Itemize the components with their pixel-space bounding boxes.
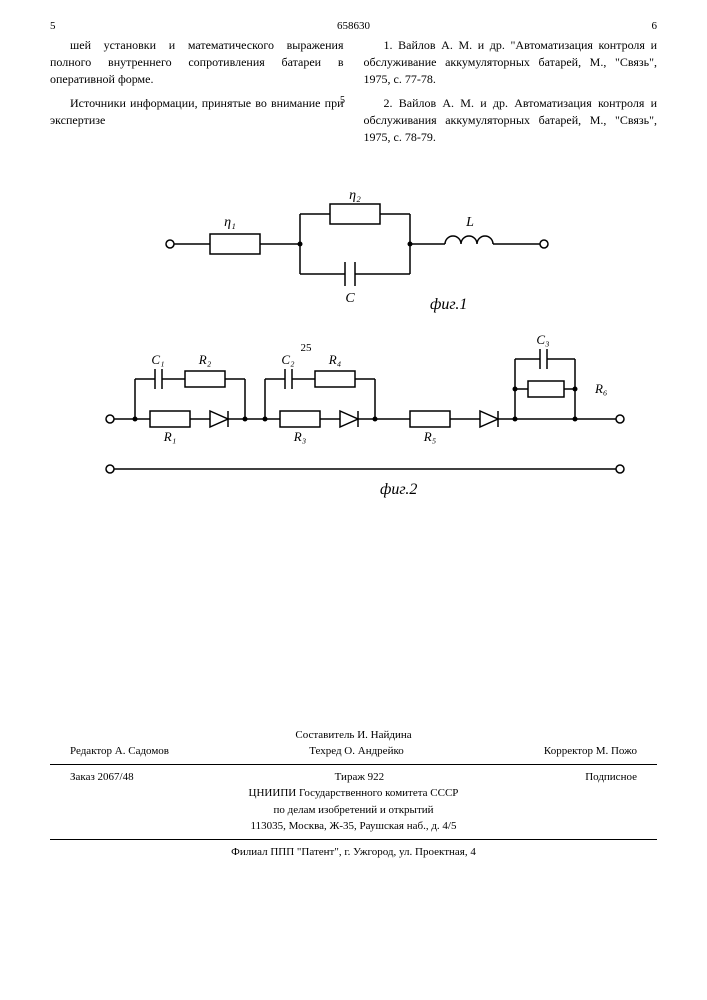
fig1-l-label: L	[465, 215, 474, 230]
footer-address1: 113035, Москва, Ж-35, Раушская наб., д. …	[50, 818, 657, 835]
page-num-right: 6	[652, 20, 658, 32]
page-num-left: 5	[50, 20, 56, 32]
fig1-r2-label: η₂	[349, 188, 361, 203]
footer-editor: Редактор А. Садомов	[70, 743, 169, 760]
svg-text:C₃: C₃	[536, 332, 549, 347]
margin-line-5: 5	[340, 95, 345, 106]
svg-text:R₄: R₄	[328, 352, 342, 367]
fig1-c-label: C	[345, 291, 355, 306]
doc-number: 658630	[337, 20, 370, 32]
fig2-label: фиг.2	[380, 481, 417, 498]
figure-1: η₁ η₂ C L фиг.1	[50, 184, 657, 329]
svg-text:25: 25	[301, 342, 313, 354]
svg-text:R₅: R₅	[423, 429, 436, 444]
svg-text:R₁: R₁	[163, 429, 176, 444]
svg-text:C₁: C₁	[151, 352, 164, 367]
fig1-r1-label: η₁	[224, 215, 236, 230]
footer-address2: Филиал ППП "Патент", г. Ужгород, ул. Про…	[50, 844, 657, 861]
right-p1: 1. Вайлов А. М. и др. "Автоматизация кон…	[364, 37, 658, 87]
svg-text:R₃: R₃	[293, 429, 306, 444]
left-p1: шей установки и математического выражени…	[50, 37, 344, 87]
footer-subscription: Подписное	[585, 769, 637, 786]
footer-order: Заказ 2067/48	[70, 769, 134, 786]
fig1-label: фиг.1	[430, 296, 467, 313]
footer-techred: Техред О. Андрейко	[309, 743, 404, 760]
footer: Составитель И. Найдина Редактор А. Садом…	[50, 727, 657, 861]
left-column: шей установки и математического выражени…	[50, 37, 344, 154]
right-column: 1. Вайлов А. М. и др. "Автоматизация кон…	[364, 37, 658, 154]
left-p2: Источники информации, принятые во вниман…	[50, 95, 344, 129]
right-p2: 2. Вайлов А. М. и др. Автоматизация конт…	[364, 95, 658, 145]
svg-text:C₂: C₂	[281, 352, 295, 367]
svg-text:R₂: R₂	[198, 352, 212, 367]
footer-corrector: Корректор М. Пожо	[544, 743, 637, 760]
svg-text:R₆: R₆	[594, 381, 607, 396]
footer-composer: Составитель И. Найдина	[50, 727, 657, 744]
footer-org2: по делам изобретений и открытий	[50, 802, 657, 819]
figure-2: C₁ R₂ R₁ C₂ 25	[50, 329, 657, 514]
footer-org1: ЦНИИПИ Государственного комитета СССР	[50, 785, 657, 802]
footer-tirage: Тираж 922	[335, 769, 385, 786]
